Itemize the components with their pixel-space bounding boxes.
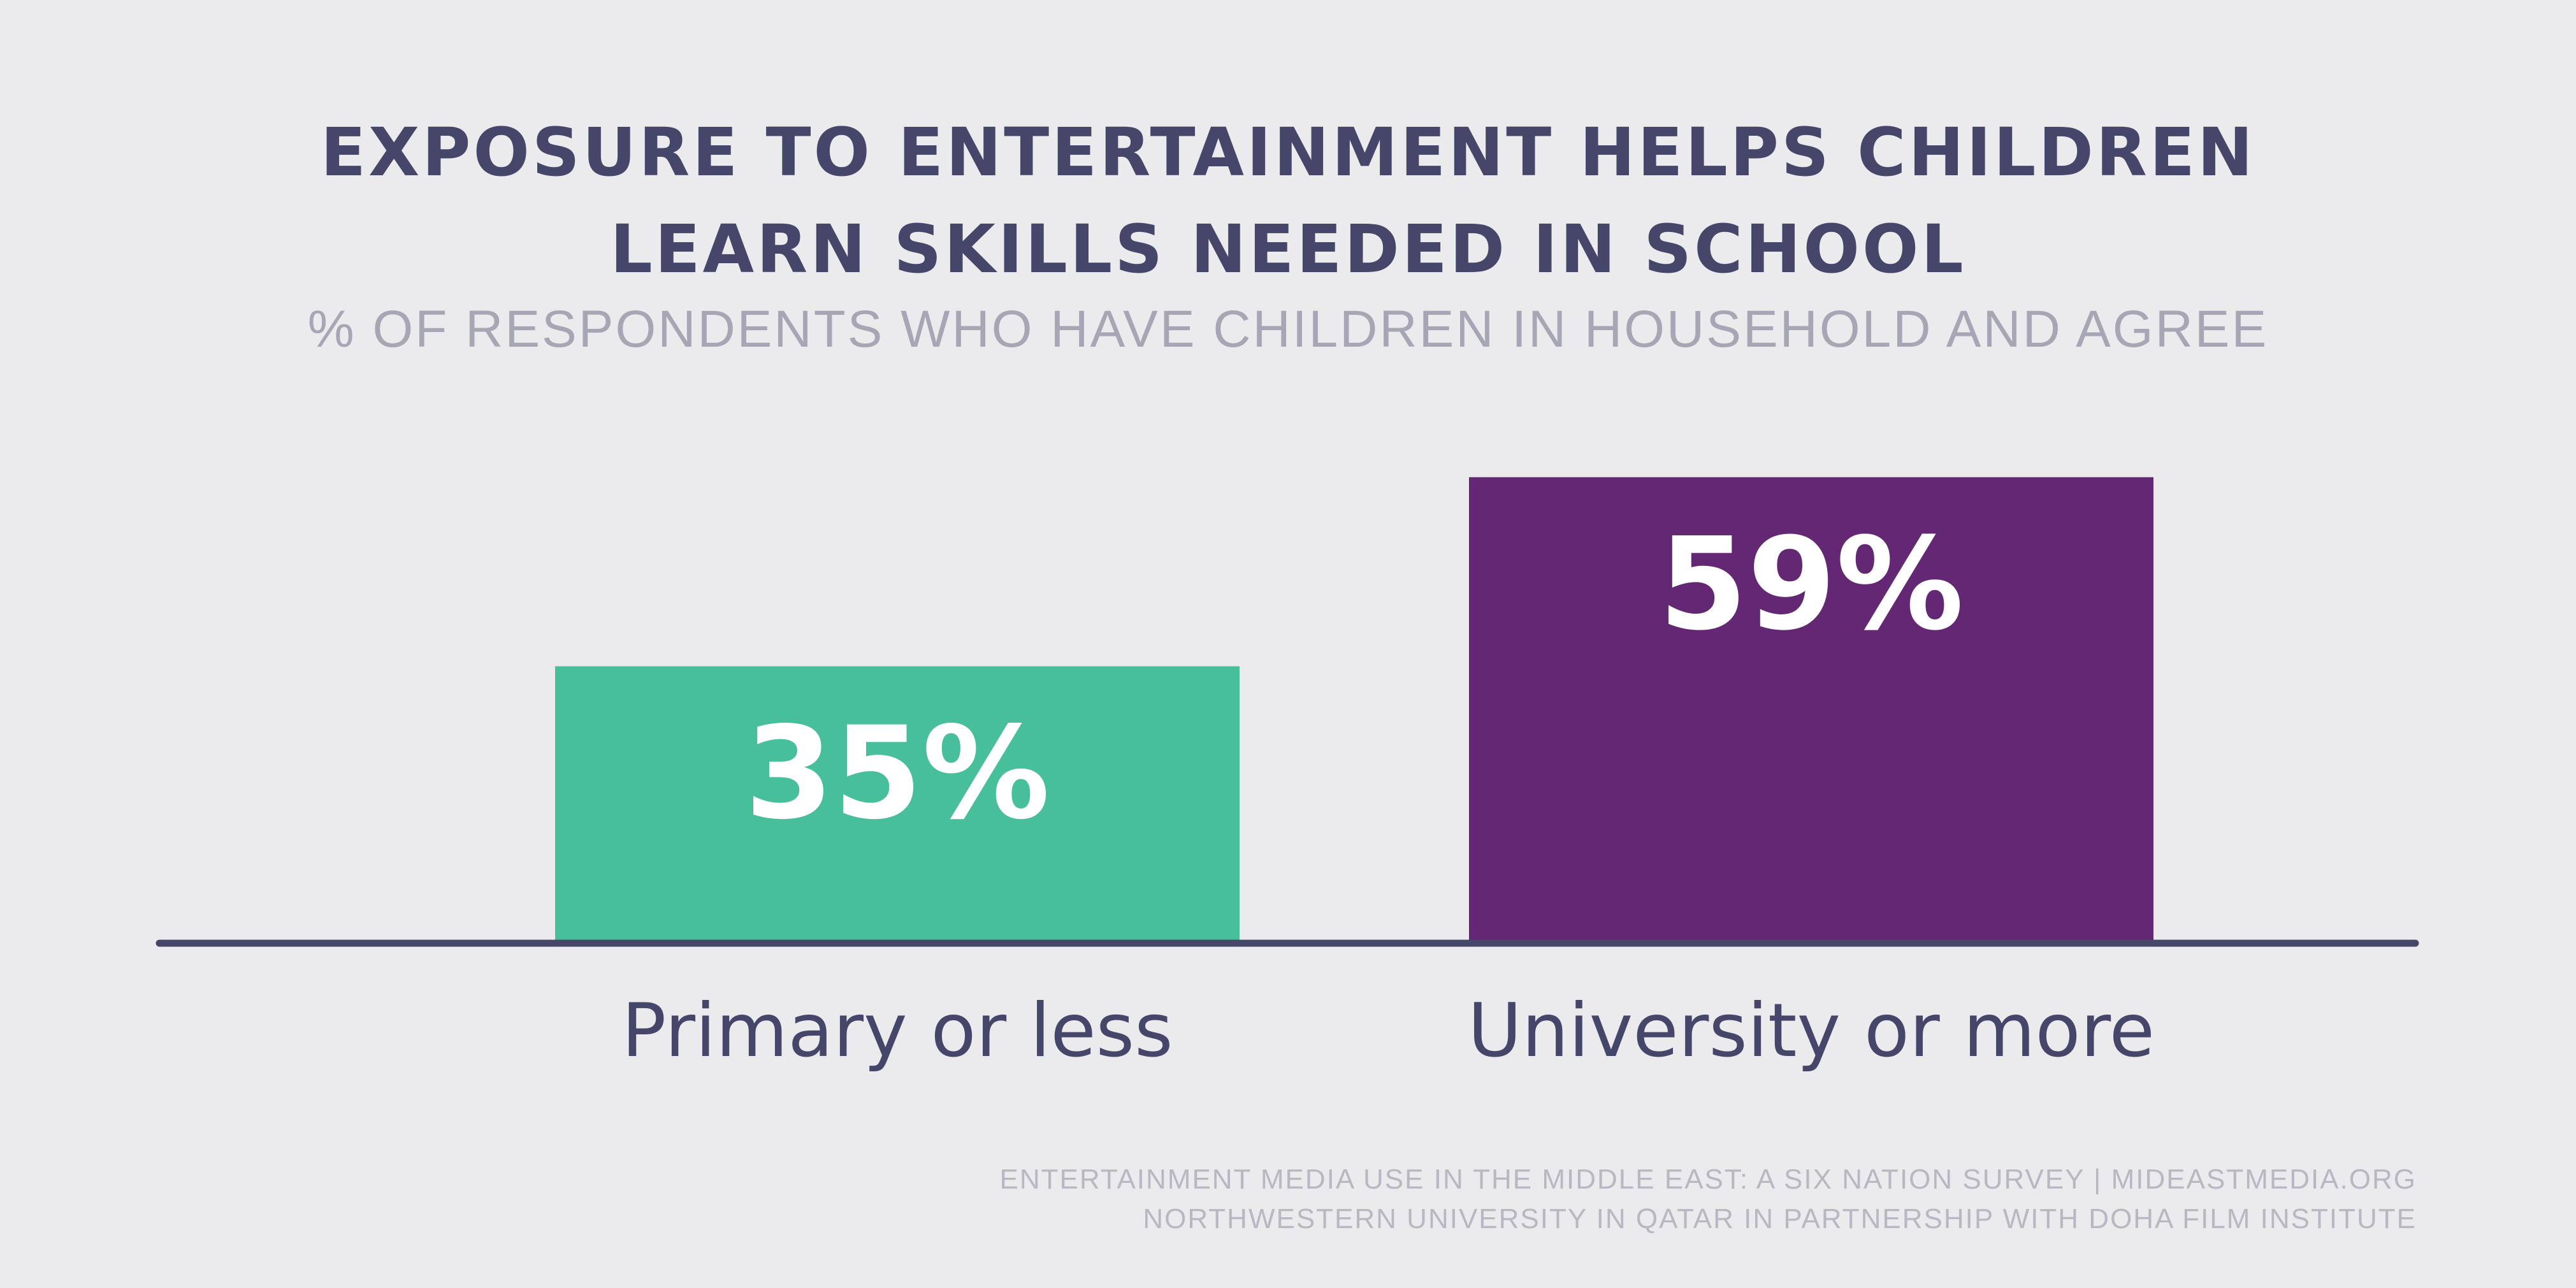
value-label-university-or-more: 59% [1659, 510, 1964, 659]
bar-primary-or-less [555, 666, 1240, 942]
source-line-2: NORTHWESTERN UNIVERSITY IN QATAR IN PART… [1143, 1203, 2417, 1234]
chart-title-line-1: EXPOSURE TO ENTERTAINMENT HELPS CHILDREN [321, 113, 2255, 191]
bar-university-or-more [1469, 477, 2153, 942]
category-label-university-or-more: University or more [1467, 988, 2155, 1074]
source-line-1: ENTERTAINMENT MEDIA USE IN THE MIDDLE EA… [999, 1164, 2417, 1195]
chart-title-line-2: LEARN SKILLS NEEDED IN SCHOOL [610, 210, 1966, 288]
chart-subtitle: % OF RESPONDENTS WHO HAVE CHILDREN IN HO… [307, 300, 2269, 358]
category-label-primary-or-less: Primary or less [621, 988, 1173, 1074]
value-label-primary-or-less: 35% [745, 699, 1050, 848]
